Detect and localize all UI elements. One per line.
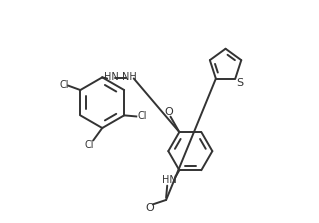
Text: S: S (237, 78, 244, 88)
Text: Cl: Cl (59, 80, 69, 89)
Text: O: O (145, 203, 154, 213)
Text: HN: HN (162, 175, 177, 185)
Text: Cl: Cl (84, 140, 94, 150)
Text: Cl: Cl (137, 112, 146, 122)
Text: NH: NH (122, 72, 137, 82)
Text: HN: HN (104, 72, 118, 82)
Text: O: O (164, 107, 173, 117)
